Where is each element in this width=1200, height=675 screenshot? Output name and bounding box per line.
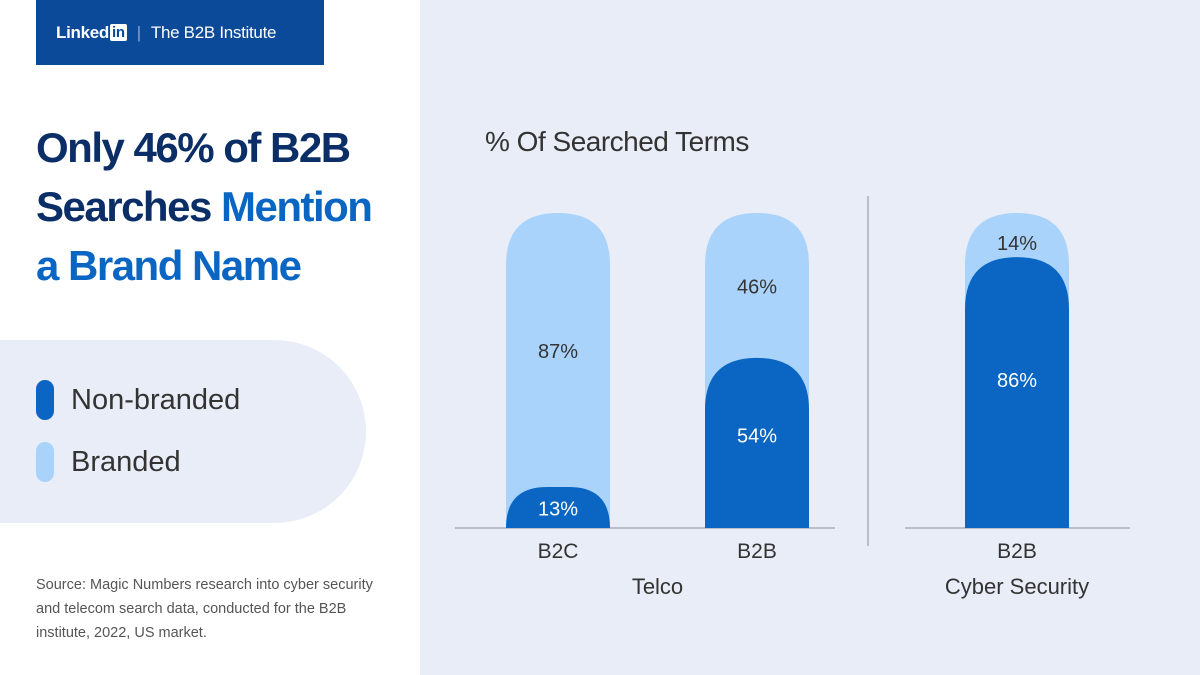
data-label-non-branded: 13% xyxy=(538,499,578,521)
category-label: B2B xyxy=(997,540,1037,563)
logo-separator: | xyxy=(136,22,141,42)
bar-branded xyxy=(506,213,610,528)
data-label-non-branded: 86% xyxy=(997,370,1037,392)
page-title: Only 46% of B2B Searches Mention a Brand… xyxy=(36,118,373,295)
title-line-1: Only 46% of B2B xyxy=(36,124,351,171)
bar-non-branded xyxy=(506,487,610,528)
title-line-2b: Mention xyxy=(220,183,373,230)
chart-title: % Of Searched Terms xyxy=(485,126,749,157)
left-panel: Linked in | The B2B Institute Only 46% of… xyxy=(0,0,420,675)
title-line-2a: Searches xyxy=(36,183,221,230)
brand-text: Linked xyxy=(56,22,109,42)
legend-item-non-branded: Non-branded xyxy=(36,380,240,420)
institute-name: The B2B Institute xyxy=(150,22,277,42)
data-label-branded: 46% xyxy=(737,276,777,298)
legend: Non-branded Branded xyxy=(0,340,366,523)
legend-swatch-dark xyxy=(36,380,54,420)
category-label: B2C xyxy=(538,540,579,563)
title-line-3: a Brand Name xyxy=(36,242,302,289)
category-label: B2B xyxy=(737,540,777,563)
source-note: Source: Magic Numbers research into cybe… xyxy=(36,577,373,641)
bar-non-branded xyxy=(705,357,809,528)
data-label-non-branded: 54% xyxy=(737,425,777,447)
data-label-branded: 87% xyxy=(538,341,578,363)
legend-label: Non-branded xyxy=(71,383,241,416)
linkedin-b2b-logo: Linked in | The B2B Institute xyxy=(36,0,324,65)
linkedin-in-icon: in xyxy=(110,24,127,41)
data-label-branded: 14% xyxy=(997,233,1037,255)
legend-swatch-light xyxy=(36,442,54,482)
legend-label: Branded xyxy=(71,445,181,478)
legend-item-branded: Branded xyxy=(36,442,181,482)
group-label: Telco xyxy=(632,574,683,599)
group-label: Cyber Security xyxy=(945,574,1089,599)
bar-non-branded xyxy=(965,257,1069,528)
